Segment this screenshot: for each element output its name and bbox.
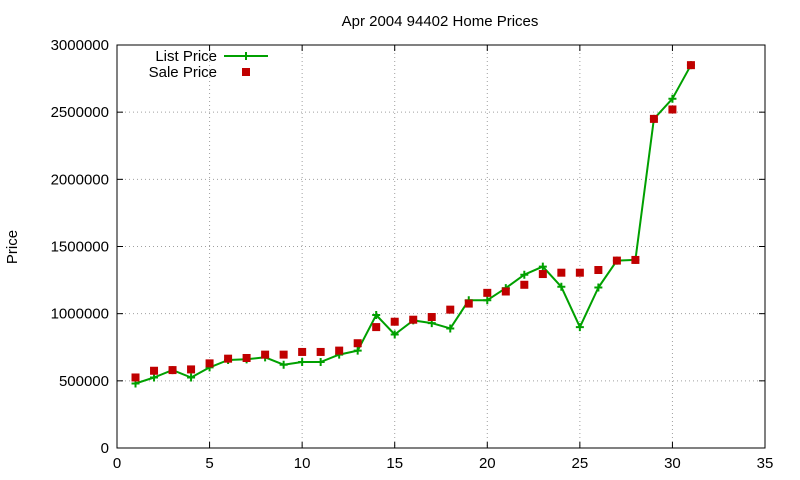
y-tick-label: 1000000 <box>51 306 109 323</box>
list-price-point <box>557 282 566 291</box>
list-price-point <box>316 358 325 367</box>
sale-price-point <box>464 299 473 308</box>
sale-price-point <box>168 366 177 375</box>
sale-price-point <box>131 373 140 382</box>
sale-price-point <box>631 255 640 264</box>
sale-price-point <box>279 350 288 359</box>
list-price-point <box>150 373 159 382</box>
sale-price-point <box>298 347 307 356</box>
list-price-point <box>372 311 381 320</box>
y-tick-label: 0 <box>101 440 109 457</box>
list-price-line <box>135 64 692 385</box>
legend-label-list-price: List Price <box>155 48 217 65</box>
y-tick-label: 2500000 <box>51 104 109 121</box>
sale-price-point <box>224 354 233 363</box>
chart-title: Apr 2004 94402 Home Prices <box>342 13 539 30</box>
sale-price-point <box>353 339 362 348</box>
sale-price-point <box>686 61 695 70</box>
list-price-point <box>668 94 677 103</box>
x-tick-label: 5 <box>205 455 213 472</box>
sale-price-point <box>649 114 658 123</box>
sale-price-point <box>501 287 510 296</box>
x-tick-label: 10 <box>294 455 311 472</box>
list-price-point <box>353 346 362 355</box>
sale-price-point <box>261 350 270 359</box>
x-tick-label: 25 <box>572 455 589 472</box>
sale-price-point <box>372 323 381 332</box>
y-tick-label: 2000000 <box>51 171 109 188</box>
y-tick-label: 3000000 <box>51 37 109 54</box>
sale-price-point <box>187 365 196 374</box>
list-price-point <box>187 373 196 382</box>
sale-price-point <box>520 280 529 289</box>
sale-price-point <box>446 305 455 314</box>
sale-price-point <box>557 268 566 277</box>
sale-price-point <box>483 288 492 297</box>
legend-label-sale-price: Sale Price <box>149 64 217 81</box>
legend-marker-list-price <box>242 52 250 60</box>
sale-price-point <box>594 266 603 275</box>
sale-price-point <box>409 315 418 324</box>
y-tick-label: 1500000 <box>51 239 109 256</box>
y-tick-label: 500000 <box>59 373 109 390</box>
series-layer <box>131 61 695 388</box>
list-price-point <box>390 330 399 339</box>
x-tick-label: 20 <box>479 455 496 472</box>
list-price-point <box>575 323 584 332</box>
x-tick-label: 15 <box>386 455 403 472</box>
legend-marker-sale-price <box>242 68 250 76</box>
axis-ticks: 0 5 10 15 20 25 30 35 0 500000 1000000 1500000 20000… <box>51 37 774 472</box>
sale-price-point <box>242 353 251 362</box>
sale-price-point <box>316 347 325 356</box>
sale-price-point <box>205 359 214 368</box>
x-tick-label: 0 <box>113 455 121 472</box>
sale-price-point <box>575 268 584 277</box>
sale-price-point <box>427 313 436 322</box>
x-tick-label: 35 <box>757 455 774 472</box>
list-price-point <box>279 360 288 369</box>
x-tick-label: 30 <box>664 455 681 472</box>
sale-price-point <box>335 346 344 355</box>
grid <box>117 45 765 448</box>
sale-price-point <box>390 317 399 326</box>
sale-price-point <box>612 256 621 265</box>
sale-price-point <box>150 366 159 375</box>
list-price-point <box>446 324 455 333</box>
y-axis-label: Price <box>4 230 21 264</box>
list-price-point <box>538 262 547 271</box>
list-price-point <box>298 358 307 367</box>
legend: List Price Sale Price <box>149 48 268 81</box>
list-price-point <box>483 296 492 305</box>
sale-price-point <box>668 105 677 114</box>
list-price-point <box>520 270 529 279</box>
list-price-point <box>594 283 603 292</box>
sale-price-point <box>538 270 547 279</box>
